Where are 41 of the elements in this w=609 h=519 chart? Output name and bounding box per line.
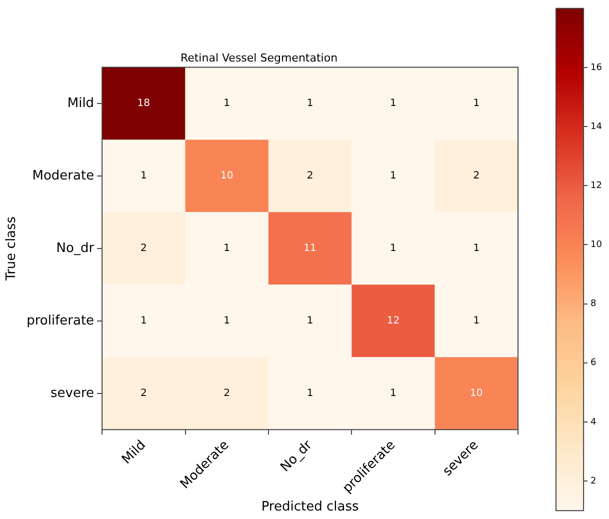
data-label: 1 — [390, 170, 396, 182]
color-bar-label: 6 — [590, 358, 597, 368]
data-label: 1 — [473, 316, 480, 327]
data-label: 1 — [306, 98, 314, 110]
data-label: 11 — [304, 243, 316, 254]
data-label: 2 — [140, 388, 147, 400]
data-label: 1 — [306, 388, 314, 400]
data-label: 1 — [224, 316, 230, 327]
x-axis-title: Predicted class — [261, 500, 359, 515]
data-label: 10 — [470, 388, 483, 400]
data-label: 2 — [140, 243, 147, 254]
data-label: 1 — [390, 243, 396, 254]
data-label: 2 — [306, 170, 314, 182]
y-tick-label: severe — [50, 386, 94, 401]
data-label: 10 — [220, 170, 234, 182]
data-label: 2 — [473, 170, 480, 182]
color-bar-label: 8 — [590, 299, 597, 310]
data-label: 1 — [140, 316, 147, 327]
color-bar-label: 12 — [590, 180, 602, 191]
chart-title: Retinal Vessel Segmentation — [180, 51, 338, 64]
data-label: 1 — [390, 98, 396, 110]
color-bar-label: 2 — [590, 476, 596, 486]
data-label: 18 — [137, 98, 150, 110]
color-bar-label: 4 — [590, 417, 597, 428]
y-tick-label: Mild — [67, 96, 94, 111]
data-label: 1 — [306, 316, 314, 327]
data-label: 1 — [224, 243, 230, 254]
data-label: 1 — [473, 98, 480, 110]
y-tick-label: Moderate — [32, 168, 94, 184]
color-bar-label: 14 — [590, 122, 602, 132]
y-axis-title: True class — [4, 216, 20, 282]
color-bar-label: 16 — [590, 62, 602, 73]
data-label: 12 — [386, 316, 400, 327]
data-label: 1 — [224, 98, 230, 110]
data-label: 1 — [390, 388, 396, 400]
color-bar-label: 10 — [590, 240, 602, 250]
y-tick-label: proliferate — [26, 313, 94, 328]
data-label: 1 — [473, 243, 480, 254]
y-tick-label: No_dr — [56, 240, 95, 256]
data-label: 1 — [140, 170, 147, 182]
data-label: 2 — [224, 388, 230, 400]
